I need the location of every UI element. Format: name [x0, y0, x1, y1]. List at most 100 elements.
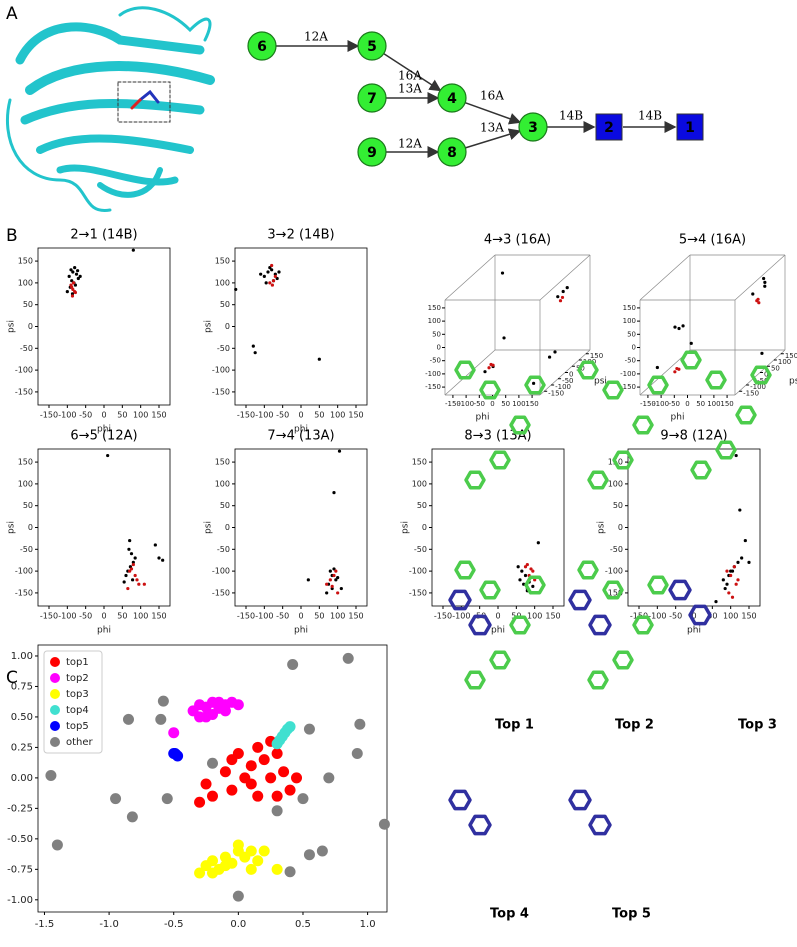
- legend-label: other: [66, 737, 94, 748]
- point: [306, 578, 310, 582]
- point: [325, 582, 329, 586]
- point: [558, 299, 563, 303]
- y-tick-label: 100: [412, 479, 427, 488]
- x-tick-label: 150: [348, 612, 363, 621]
- molecule-ring: [468, 814, 492, 836]
- point: [126, 811, 138, 823]
- point: [756, 297, 760, 301]
- edge-label: 12A: [398, 137, 422, 151]
- x-tick-label: -100: [255, 411, 273, 420]
- point: [763, 284, 767, 288]
- point: [137, 582, 141, 586]
- plot-frame: [37, 247, 171, 406]
- x-tick-label: -150: [237, 612, 255, 621]
- point: [487, 366, 491, 370]
- point: [264, 281, 268, 285]
- point: [200, 778, 212, 790]
- glycan-node: [518, 112, 548, 142]
- point: [65, 290, 69, 294]
- point: [337, 449, 342, 453]
- x-tick-label: 0: [490, 400, 494, 408]
- point: [275, 276, 279, 281]
- point: [106, 453, 110, 458]
- z-tick-label: -50: [625, 357, 636, 365]
- x-tick-label: -50: [669, 612, 682, 621]
- y-tick-label: 0: [569, 371, 573, 379]
- point: [129, 552, 134, 556]
- point: [245, 845, 257, 857]
- point: [253, 351, 257, 355]
- molecule-ring: [479, 380, 501, 400]
- point: [328, 578, 332, 582]
- y-tick-label: -50: [20, 344, 33, 353]
- y-tick-label: 0.00: [11, 773, 33, 784]
- x-axis-label: phi: [687, 626, 701, 636]
- legend-label: top2: [66, 673, 89, 684]
- x-tick-label: -150: [237, 411, 255, 420]
- x-axis-label: phi: [491, 626, 505, 636]
- point: [336, 576, 340, 580]
- x-tick-label: 150: [741, 612, 756, 621]
- y-tick-label: -1.00: [7, 895, 33, 906]
- x-tick-label: 50: [117, 612, 127, 621]
- point: [70, 294, 75, 298]
- molecule-ring: [705, 370, 727, 390]
- y-tick-label: -50: [757, 377, 768, 385]
- point: [245, 760, 257, 772]
- legend-marker: [50, 673, 60, 683]
- z-tick-label: 100: [428, 317, 441, 325]
- x-tick-label: 0: [101, 612, 106, 621]
- x-tick-label: -150: [40, 612, 58, 621]
- point: [747, 560, 751, 564]
- y-tick-label: 150: [590, 352, 603, 360]
- point: [378, 818, 390, 830]
- y-tick-label: 100: [18, 479, 33, 488]
- y-tick-label: 100: [215, 278, 230, 287]
- molecule-ring: [688, 604, 712, 626]
- box-edge: [444, 254, 496, 301]
- point: [268, 281, 272, 285]
- point: [271, 748, 283, 760]
- y-tick-label: 50: [771, 364, 780, 372]
- image-label: Top 5: [612, 907, 651, 922]
- y-axis-label: psi: [7, 521, 17, 534]
- point: [673, 325, 677, 329]
- molecule-ring: [632, 415, 654, 435]
- x-tick-label: 150: [151, 612, 166, 621]
- point: [251, 344, 255, 348]
- z-tick-label: 0: [437, 344, 441, 352]
- y-tick-label: 50: [23, 300, 33, 309]
- point: [277, 270, 281, 274]
- glycan-node: [357, 83, 387, 113]
- molecule-ring: [568, 789, 592, 811]
- protein-structure: [5, 6, 215, 212]
- point: [270, 283, 274, 287]
- point: [207, 855, 218, 867]
- y-tick-label: -150: [212, 588, 230, 597]
- edge-label: 14B: [559, 109, 583, 123]
- z-tick-label: 150: [623, 304, 636, 312]
- point: [157, 556, 161, 560]
- point: [531, 584, 535, 588]
- point: [234, 287, 238, 292]
- x-tick-label: -50: [79, 411, 92, 420]
- legend-marker: [50, 705, 60, 715]
- glycan-node: [357, 31, 387, 61]
- x-axis-label: phi: [97, 626, 111, 636]
- point: [172, 750, 184, 762]
- point: [763, 280, 767, 284]
- x-tick-label: -1.5: [35, 919, 55, 930]
- point: [332, 567, 336, 571]
- point: [73, 290, 77, 295]
- point: [245, 778, 257, 790]
- x-tick-label: 150: [151, 411, 166, 420]
- point: [723, 586, 727, 591]
- point: [161, 793, 173, 805]
- y-tick-label: -0.50: [7, 834, 33, 845]
- x-tick-label: -150: [640, 400, 656, 408]
- z-tick-label: 0: [632, 344, 636, 352]
- edge-arrow: [464, 102, 522, 125]
- molecule-ring: [602, 380, 624, 400]
- point: [743, 538, 747, 543]
